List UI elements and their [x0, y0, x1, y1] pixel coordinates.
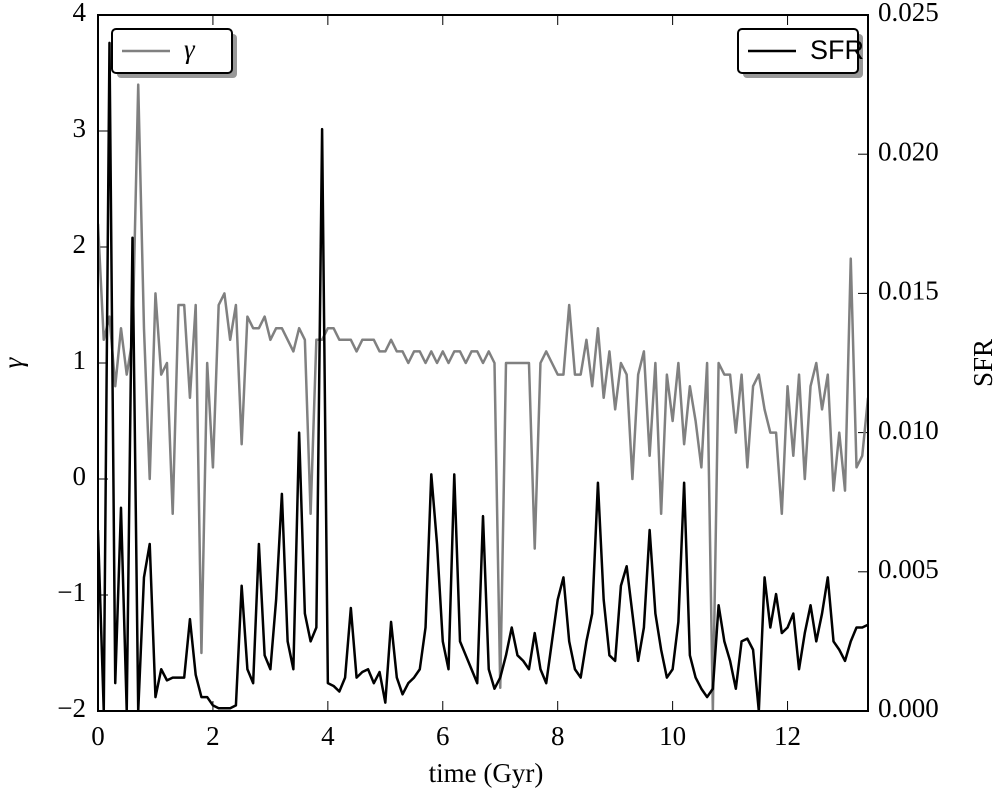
- y-tick-label: 4: [73, 0, 87, 27]
- plot-frame: [97, 14, 869, 712]
- x-tick-label: 10: [659, 721, 686, 751]
- x-tick-label: 8: [551, 721, 565, 751]
- y2-tick-label: 0.010: [878, 415, 939, 445]
- y-tick-label: 0: [73, 461, 87, 491]
- y2-tick-label: 0.015: [878, 276, 939, 306]
- legend-box: [737, 28, 859, 74]
- y-tick-label: 1: [73, 345, 87, 375]
- legend-label: SFR: [810, 35, 864, 65]
- y2-tick-label: 0.005: [878, 554, 939, 584]
- x-tick-label: 12: [774, 721, 801, 751]
- y-tick-label: 3: [73, 113, 87, 143]
- legend-box: [111, 28, 233, 74]
- x-tick-label: 0: [91, 721, 105, 751]
- x-tick-label: 2: [206, 721, 220, 751]
- y2-tick-label: 0.000: [878, 693, 939, 723]
- legend-label: γ: [184, 34, 196, 64]
- x-tick-label: 4: [321, 721, 335, 751]
- y-axis-label: γ: [0, 356, 28, 368]
- series-line: [98, 41, 868, 711]
- x-axis-label: time (Gyr): [429, 758, 544, 788]
- y-tick-label: 2: [73, 229, 87, 259]
- y-tick-label: −2: [57, 693, 86, 723]
- y2-axis-label: SFR: [968, 339, 998, 387]
- y-tick-label: −1: [57, 577, 86, 607]
- y2-tick-label: 0.020: [878, 136, 939, 166]
- x-tick-label: 6: [436, 721, 450, 751]
- y2-tick-label: 0.025: [878, 0, 939, 27]
- series-line: [98, 83, 868, 711]
